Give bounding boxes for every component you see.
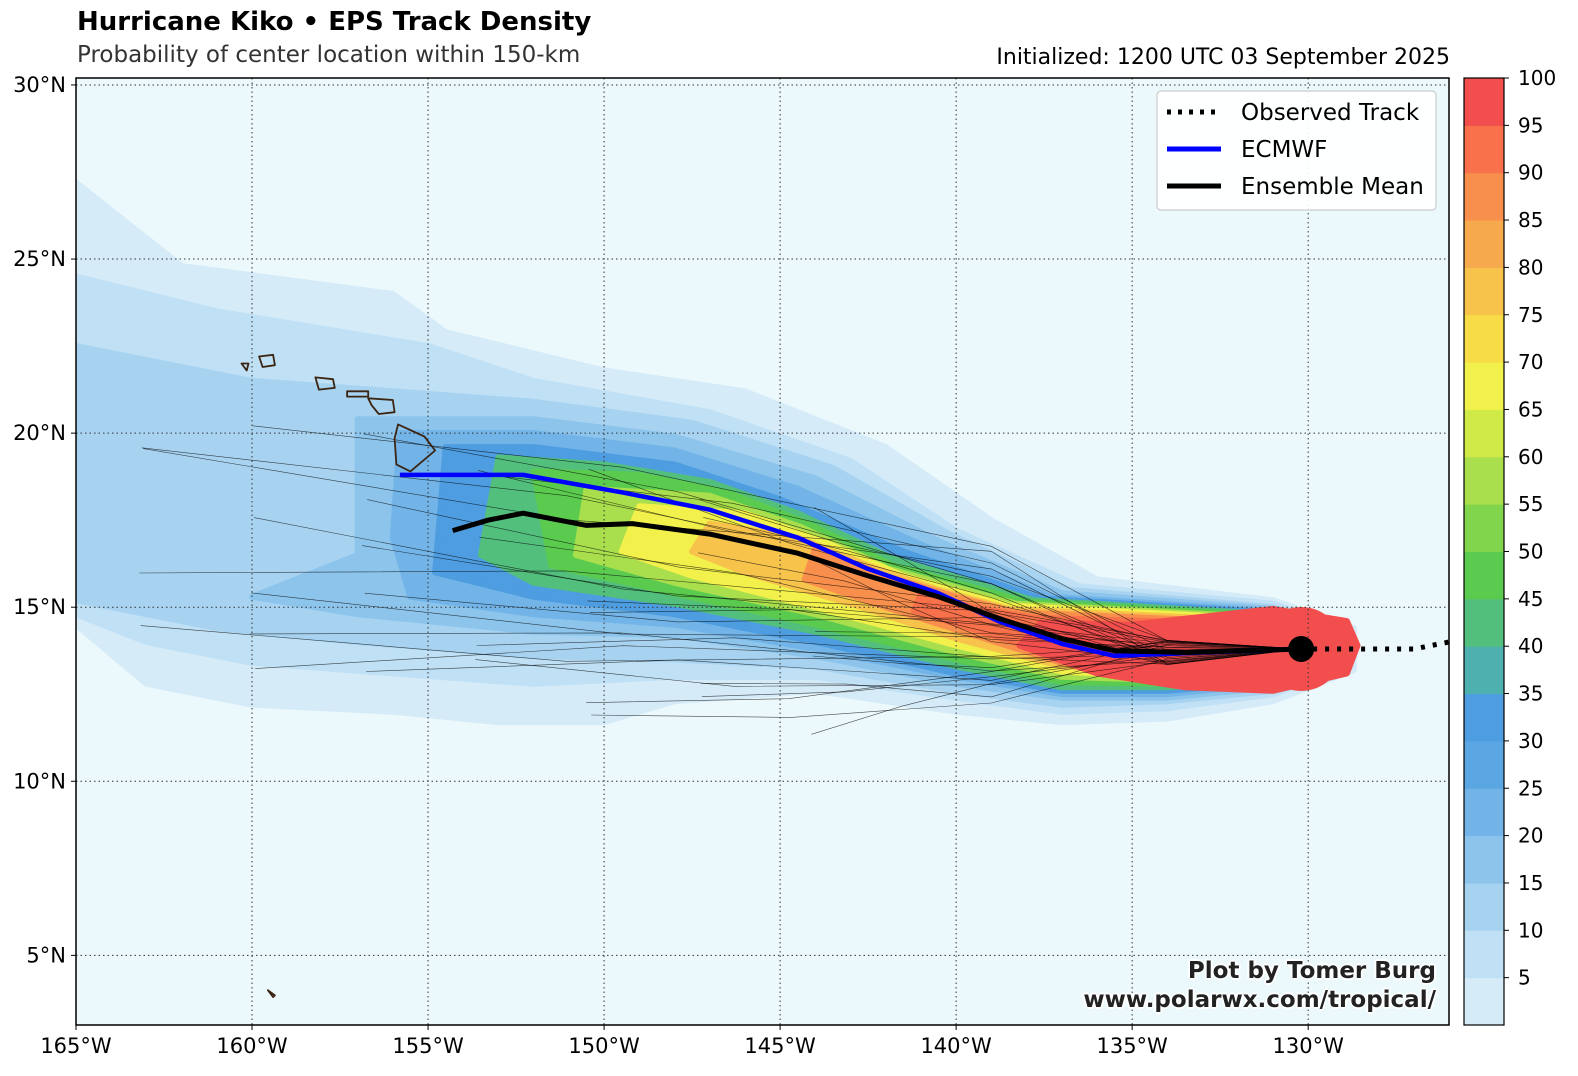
colorbar-segment [1464,646,1504,695]
colorbar-label: 85 [1518,208,1543,232]
colorbar-label: 100 [1518,66,1556,90]
lat-tick-label: 20°N [13,421,66,445]
colorbar-segment [1464,125,1504,174]
lat-tick-label: 25°N [13,247,66,271]
legend-label: Ensemble Mean [1241,174,1424,200]
ensemble-mean-track-line [451,510,1302,655]
colorbar-segment [1464,788,1504,837]
lon-tick-label: 135°W [1096,1034,1168,1058]
lon-tick-label: 140°W [920,1034,992,1058]
member-track [365,641,1302,681]
colorbar-segment [1464,267,1504,316]
island-outline [266,989,276,998]
colorbar-label: 20 [1518,824,1543,848]
colorbar-label: 55 [1518,492,1543,516]
axis-ticks: 165°W 160°W 155°W 150°W 145°W 140°W 135°W 130°W… [13,73,1344,1058]
lon-tick-label: 165°W [40,1034,112,1058]
colorbar-label: 50 [1518,540,1543,564]
lon-tick-label: 155°W [392,1034,464,1058]
map-gridlines [76,78,1449,1025]
colorbar-segment [1464,172,1504,221]
member-track [252,425,1302,650]
colorbar-segment [1464,882,1504,931]
colorbar-label: 45 [1518,587,1543,611]
member-track [251,592,1302,650]
colorbar-label: 65 [1518,397,1543,421]
credit-url: www.polarwx.com/tropical/ [1083,987,1436,1013]
colorbar-label: 90 [1518,161,1543,185]
lon-tick-label: 160°W [216,1034,288,1058]
colorbar-segment [1464,220,1504,268]
member-track [588,468,1302,660]
island-outline [314,376,336,391]
member-track [250,632,1302,672]
legend: Observed Track ECMWF Ensemble Mean [1156,90,1437,211]
observed-track-line [1301,639,1449,652]
storm-center-marker [1288,635,1315,662]
member-track [475,648,1302,687]
legend-label: ECMWF [1241,137,1327,163]
colorbar-segment [1464,456,1504,505]
chart-subtitle: Probability of center location within 15… [77,42,581,68]
member-track [139,570,1302,650]
colorbar-label: 5 [1518,966,1531,990]
colorbar-segment [1464,504,1504,552]
colorbar-label: 40 [1518,634,1543,658]
chart-title: Hurricane Kiko • EPS Track Density [77,7,592,37]
colorbar-segment [1464,740,1504,789]
island-outline [367,397,396,415]
colorbar-label: 95 [1518,113,1543,137]
colorbar-label: 10 [1518,918,1543,942]
credit-author: Plot by Tomer Burg [1187,958,1436,984]
hawaiian-islands [240,353,437,998]
lat-tick-label: 15°N [13,595,66,619]
member-track [143,448,1302,665]
colorbar-label: 80 [1518,255,1543,279]
island-outline [393,423,437,473]
legend-box [1156,90,1437,211]
member-track [253,517,1302,650]
colorbar-segment [1464,409,1504,458]
island-outline [346,390,370,398]
colorbar-segment [1464,551,1504,600]
colorbar-segment [1464,693,1504,742]
forecast-tracks [399,472,1449,662]
lon-tick-label: 130°W [1272,1034,1344,1058]
member-track [587,600,1302,650]
member-track [140,625,1302,662]
colorbar-segment [1464,930,1504,979]
colorbar-label: 60 [1518,445,1543,469]
lat-tick-label: 30°N [13,73,66,97]
colorbar-segment [1464,598,1504,647]
member-track [141,447,1302,658]
lat-tick-label: 5°N [26,943,66,967]
island-outline [258,353,276,368]
colorbar-segment [1464,362,1504,410]
legend-label: Observed Track [1241,100,1420,126]
member-track [367,499,1302,650]
initialized-time: Initialized: 1200 UTC 03 September 2025 [996,45,1450,70]
colorbar-label: 30 [1518,729,1543,753]
colorbar-segment [1464,977,1504,1026]
map-frame [75,77,1450,1026]
colorbar-segment [1464,314,1504,363]
colorbar-label: 35 [1518,682,1543,706]
island-outline [240,362,250,372]
colorbar-segment [1464,78,1504,126]
colorbar-segment [1464,835,1504,884]
colorbar-label: 70 [1518,350,1543,374]
lat-tick-label: 10°N [13,769,66,793]
colorbar-label: 15 [1518,871,1543,895]
colorbar: 5 10 15 20 25 30 35 40 45 50 55 60 65 70 75 80 85 90 95 100 [1463,66,1556,1026]
lon-tick-label: 150°W [568,1034,640,1058]
lon-tick-label: 145°W [744,1034,816,1058]
colorbar-label: 25 [1518,776,1543,800]
colorbar-label: 75 [1518,303,1543,327]
